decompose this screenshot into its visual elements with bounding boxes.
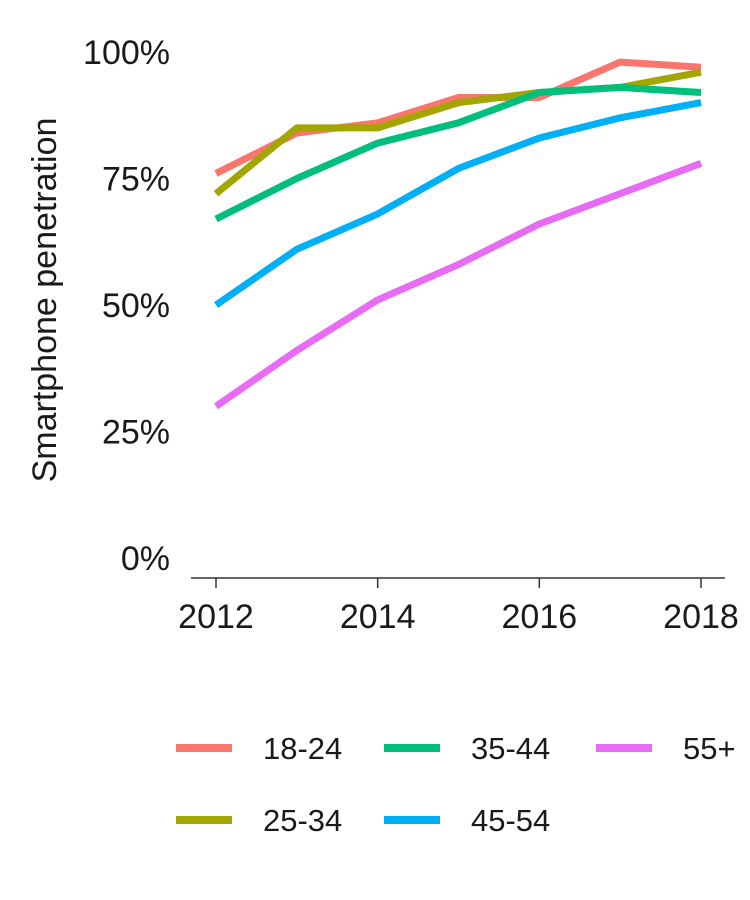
legend-label: 45-54 [471,803,550,838]
legend: 18-24 25-34 35-44 45-54 55+ [176,731,736,838]
y-tick-label: 100% [83,34,170,72]
x-axis: 2012 2014 2016 2018 [178,577,739,636]
series-line-45-54 [214,99,702,308]
x-tick-label: 2014 [340,598,416,636]
series-line-35-44 [214,83,702,223]
legend-label: 18-24 [263,731,342,766]
legend-label: 25-34 [263,803,342,838]
legend-item-55plus: 55+ [596,731,736,766]
legend-label: 35-44 [471,731,550,766]
series-line-18-24 [214,58,702,177]
series-lines [213,58,703,410]
x-tick-label: 2018 [663,598,739,636]
y-tick-label: 75% [102,161,170,199]
x-tick-label: 2012 [178,598,254,636]
y-axis: 0% 25% 50% 75% 100% [83,34,170,578]
legend-item-35-44: 35-44 [384,731,550,766]
y-tick-label: 0% [121,540,170,578]
legend-item-25-34: 25-34 [176,803,342,838]
y-axis-title: Smartphone penetration [26,118,64,483]
y-tick-label: 50% [102,287,170,325]
legend-item-18-24: 18-24 [176,731,342,766]
legend-item-45-54: 45-54 [384,803,550,838]
x-tick-label: 2016 [502,598,578,636]
series-line-55plus [214,160,703,410]
legend-label: 55+ [683,731,736,766]
y-tick-label: 25% [102,414,170,452]
